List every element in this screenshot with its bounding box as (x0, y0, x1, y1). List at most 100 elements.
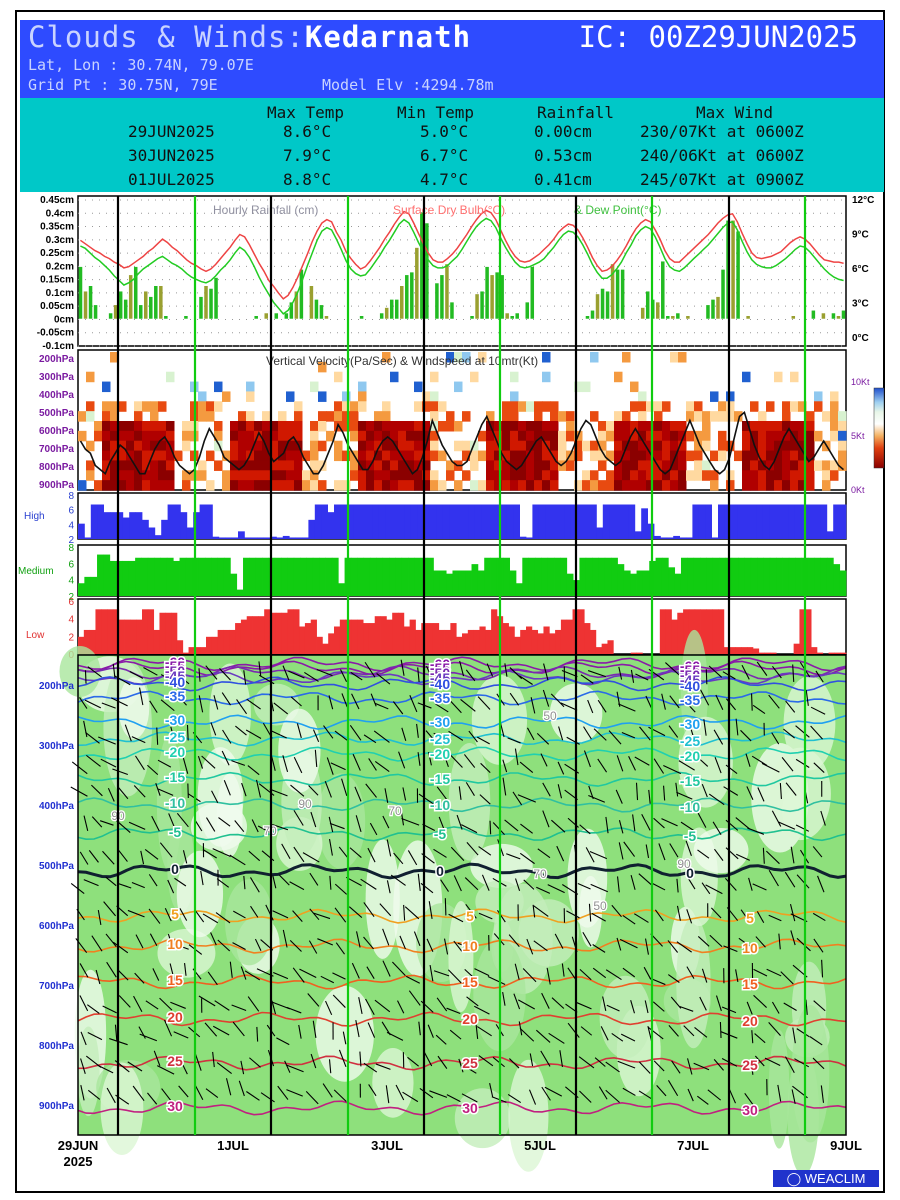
wind-barb (170, 1001, 186, 1009)
cloud-bar (103, 554, 111, 596)
vvel-cell (374, 440, 383, 452)
wind-barb (526, 938, 534, 955)
vvel-cell (646, 440, 655, 452)
vvel-cell (278, 421, 287, 432)
wind-barb (355, 1019, 360, 1038)
vvel-axis-tick: 700hPa (39, 444, 74, 455)
wind-barb (778, 933, 781, 950)
vvel-cell (262, 480, 271, 491)
vvel-cell (358, 401, 367, 412)
cloud-bar (737, 504, 744, 539)
vvel-cell (102, 381, 111, 393)
rain-bar (123, 299, 128, 319)
wind-barb (699, 996, 707, 1011)
wind-barb (665, 662, 680, 676)
vvel-cell (638, 440, 647, 452)
wind-barb (223, 780, 231, 796)
cloud-bar (730, 504, 738, 539)
wind-barb (821, 959, 824, 978)
vvel-cell (758, 480, 767, 491)
vvel-cell (310, 421, 319, 432)
wind-barb (221, 692, 231, 706)
vvel-cell (278, 470, 287, 481)
wind-barb (507, 737, 521, 744)
vvel-cell (390, 450, 399, 462)
wind-barb (676, 791, 693, 800)
wind-barb (566, 910, 580, 919)
wind-barb (278, 874, 290, 886)
wind-barb (479, 794, 491, 805)
cloud-bar (244, 537, 252, 539)
wind-barb (392, 701, 404, 715)
vvel-cell (302, 450, 311, 462)
cloud-bar (212, 536, 220, 539)
vvel-cell (694, 450, 703, 462)
cloud-bar (515, 583, 523, 596)
cloud-bar (541, 557, 549, 596)
cloud-bar (334, 504, 341, 539)
cloud-bar (666, 537, 674, 539)
vvel-cell (622, 421, 631, 432)
cloud-bar (506, 504, 514, 539)
cloud-bar (623, 570, 631, 596)
vvel-cell (470, 371, 479, 383)
vvel-cell (270, 450, 279, 462)
isotherm-label: 15 (462, 974, 478, 990)
cloud-bar (401, 557, 409, 596)
isotherm-label: -55 (430, 660, 450, 676)
wind-barb (243, 875, 246, 890)
cloud-bar (363, 623, 370, 654)
wind-barb (149, 933, 158, 947)
wind-barb (634, 913, 649, 923)
cloud-bar (560, 619, 568, 654)
wind-barb (167, 933, 174, 949)
wind-barb (355, 815, 362, 833)
vvel-cell (622, 450, 631, 462)
row-rain: 0.53cm (534, 146, 592, 165)
wind-barb (481, 874, 490, 891)
wind-barb (639, 1061, 651, 1074)
vvel-cell (758, 470, 767, 481)
vvel-cell (678, 470, 687, 481)
wind-barb (334, 907, 347, 923)
wind-barb (273, 972, 289, 980)
wind-barb (298, 1024, 302, 1039)
cloud-bar (503, 557, 511, 596)
cloud-bar (782, 557, 790, 596)
cloud-bar (764, 652, 771, 654)
vvel-cell (638, 401, 647, 412)
wind-barb (128, 821, 146, 830)
wind-barb (80, 1058, 86, 1075)
vvel-title: Vertical Velocity(Pa/Sec) & Windspeed at… (266, 354, 538, 368)
wind-barb (328, 816, 334, 833)
rain-bar (475, 294, 479, 319)
wind-barb (111, 697, 128, 707)
vvel-cell (718, 440, 727, 452)
wind-barb (317, 938, 334, 946)
vvel-cell (590, 450, 599, 462)
vvel-cell (502, 470, 511, 481)
wind-barb (813, 762, 825, 773)
rain-bar (711, 299, 715, 319)
vvel-cell (574, 440, 583, 452)
vvel-cell (590, 470, 599, 481)
vvel-cell (638, 430, 647, 442)
vvel-cell (534, 430, 543, 442)
wind-barb (87, 1089, 101, 1100)
vvel-cell (206, 480, 215, 491)
rain-bar (716, 296, 720, 319)
wind-barb (735, 817, 751, 830)
wind-barb (417, 873, 421, 891)
wind-barb (236, 699, 248, 715)
vvel-cell (742, 460, 751, 471)
wind-barb (84, 670, 87, 684)
isotherm-label: -5 (169, 824, 182, 840)
isotherm-label: 15 (742, 976, 758, 992)
cloud-bar (186, 527, 194, 539)
cloud-bar (372, 504, 380, 539)
cloud-bar (165, 612, 172, 654)
vvel-cell (454, 381, 463, 393)
wind-barb (427, 1024, 434, 1038)
wind-barb (768, 694, 780, 709)
rain-bar (394, 299, 399, 319)
